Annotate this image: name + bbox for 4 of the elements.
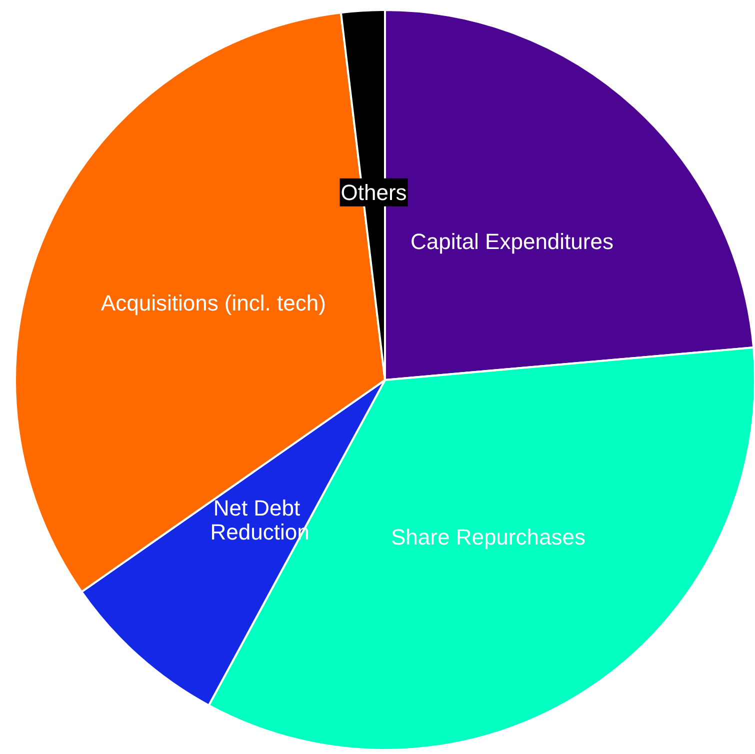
slice-label: Others (340, 180, 407, 205)
slice-label: Acquisitions (incl. tech) (100, 290, 326, 316)
slice-label: Share Repurchases (390, 524, 586, 550)
slice-label: Capital Expenditures (410, 228, 614, 254)
